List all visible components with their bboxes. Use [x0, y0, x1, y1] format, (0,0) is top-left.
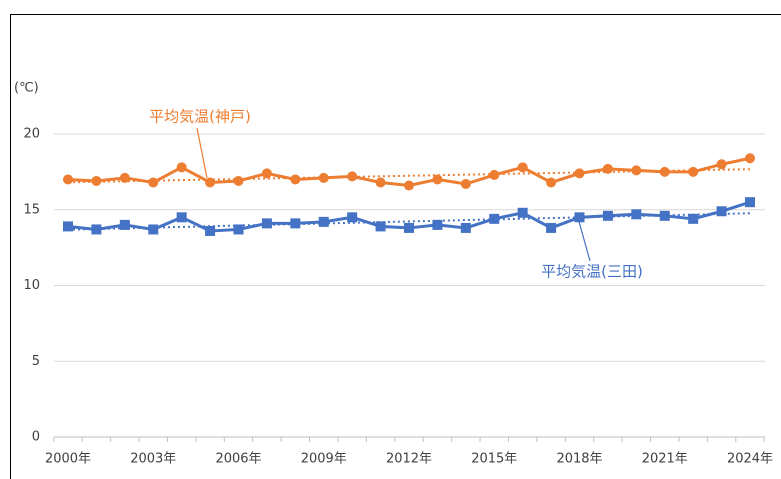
data-point: [546, 222, 557, 233]
data-point: [574, 168, 585, 179]
data-point: [602, 163, 613, 174]
data-point: [347, 171, 358, 182]
legend-leader: [577, 217, 591, 262]
x-tick-label: 2018年: [556, 452, 602, 467]
data-point: [261, 218, 272, 229]
legend-leader: [196, 127, 208, 179]
data-point: [602, 210, 613, 221]
data-point: [460, 178, 471, 189]
data-point: [460, 222, 471, 233]
data-point: [233, 224, 244, 235]
data-point: [404, 222, 414, 233]
x-tick-label: 2015年: [471, 452, 517, 467]
data-point: [205, 225, 216, 236]
x-tick-label: 2003年: [130, 452, 176, 467]
data-point: [91, 224, 102, 235]
data-point: [290, 174, 301, 185]
x-tick-label: 2006年: [215, 452, 261, 467]
data-point: [375, 221, 386, 232]
trendline: [67, 212, 751, 231]
data-point: [432, 174, 443, 185]
data-point: [148, 224, 159, 235]
data-point: [91, 175, 102, 186]
data-point: [631, 209, 642, 220]
data-point: [119, 219, 130, 230]
data-point: [63, 174, 73, 185]
data-point: [375, 177, 386, 188]
data-point: [347, 212, 358, 223]
data-point: [489, 213, 500, 224]
data-point: [233, 175, 244, 186]
x-tick-label: 2021年: [642, 452, 688, 467]
legend-label: 平均気温(三田): [541, 263, 643, 281]
x-tick-label: 2012年: [386, 452, 432, 467]
data-point: [318, 216, 329, 227]
y-tick-label: 10: [23, 278, 40, 293]
data-point: [688, 166, 699, 177]
data-point: [404, 180, 414, 191]
data-point: [574, 212, 585, 223]
data-point: [148, 177, 159, 188]
x-tick-label: 2000年: [45, 452, 91, 467]
data-point: [546, 177, 557, 188]
trendline: [67, 168, 751, 184]
data-point: [716, 206, 727, 217]
data-point: [659, 210, 670, 221]
data-point: [318, 172, 329, 183]
x-tick-label: 2009年: [301, 452, 347, 467]
data-point: [261, 168, 272, 179]
data-point: [745, 197, 755, 208]
y-tick-label: 0: [32, 430, 40, 445]
data-point: [290, 218, 301, 229]
legend-label: 平均気温(神戸): [149, 108, 251, 126]
data-point: [176, 212, 187, 223]
y-tick-label: 5: [32, 354, 40, 369]
data-point: [489, 169, 500, 180]
data-point: [176, 162, 187, 173]
data-point: [517, 207, 528, 218]
data-point: [631, 165, 642, 176]
data-point: [716, 159, 727, 170]
data-point: [119, 172, 130, 183]
data-point: [432, 219, 443, 230]
data-point: [659, 166, 670, 177]
x-tick-label: 2024年: [727, 452, 773, 467]
chart-frame: [10, 14, 781, 479]
data-point: [63, 221, 73, 232]
data-point: [517, 162, 528, 173]
data-point: [688, 213, 699, 224]
data-point: [205, 177, 216, 188]
y-axis-label: (℃): [14, 81, 39, 96]
y-tick-label: 15: [23, 202, 40, 217]
data-point: [745, 153, 755, 164]
y-tick-label: 20: [23, 127, 40, 142]
